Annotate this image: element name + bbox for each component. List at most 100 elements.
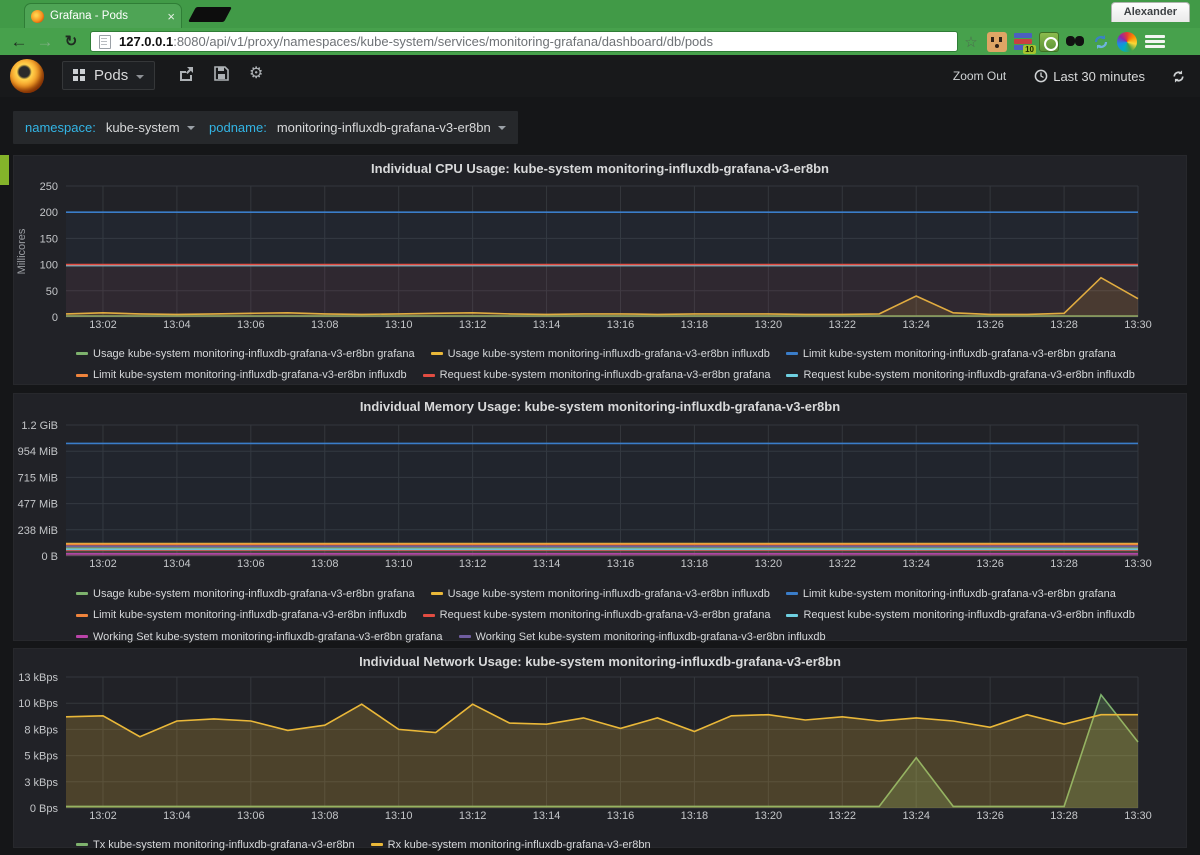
zoom-out-button[interactable]: Zoom Out — [952, 69, 1007, 83]
legend-item[interactable]: Usage kube-system monitoring-influxdb-gr… — [430, 584, 770, 604]
legend-item[interactable]: Request kube-system monitoring-influxdb-… — [422, 365, 771, 385]
x-tick-label: 13:02 — [89, 319, 117, 331]
legend-swatch-icon — [785, 352, 798, 355]
series-line — [66, 693, 1139, 808]
share-icon[interactable] — [178, 66, 194, 86]
legend-series-name[interactable]: Usage kube-system monitoring-influxdb-gr… — [93, 587, 415, 600]
legend-item[interactable]: Working Set kube-system monitoring-influ… — [458, 627, 826, 647]
y-tick-label: 238 MiB — [18, 525, 58, 537]
profile-name-button[interactable]: Alexander — [1110, 2, 1190, 22]
chart-canvas[interactable]: 0 Bps 3 kBps 5 kBps 8 kBps 10 kBps 13 kBps 13:… — [14, 670, 1186, 824]
reload-icon[interactable]: ↻ — [64, 32, 78, 50]
panel-title[interactable]: Individual CPU Usage: kube-system monito… — [371, 161, 829, 176]
chart-canvas[interactable]: 0 B 238 MiB 477 MiB 715 MiB 954 MiB 1.2 GiB 13… — [14, 415, 1186, 573]
podname-variable-dropdown[interactable]: podname: monitoring-influxdb-grafana-v3-… — [197, 111, 518, 144]
legend-item[interactable]: Usage kube-system monitoring-influxdb-gr… — [76, 584, 415, 604]
namespace-label: namespace: — [25, 120, 96, 135]
cpu-chart[interactable]: 0 50 100 150 200 250 13:02 13:04 13:06 13:08 13:10… — [14, 177, 1186, 338]
x-tick-label: 13:26 — [976, 810, 1004, 822]
series-fill — [66, 264, 1138, 317]
legend-series-name[interactable]: Request kube-system monitoring-influxdb-… — [803, 369, 1135, 381]
legend-series-name[interactable]: Limit kube-system monitoring-influxdb-gr… — [93, 369, 407, 381]
podname-value[interactable]: monitoring-influxdb-grafana-v3-er8bn — [276, 120, 491, 135]
memory-legend: Usage kube-system monitoring-influxdb-gr… — [14, 582, 1186, 647]
address-bar[interactable]: 127.0.0.1:8080/api/v1/proxy/namespaces/k… — [90, 31, 958, 52]
browser-tab[interactable]: Grafana - Pods × — [24, 3, 182, 28]
screenshot-extension-icon[interactable] — [1039, 31, 1059, 52]
x-tick-label: 13:24 — [902, 810, 930, 822]
row-toggle-handle[interactable] — [0, 155, 9, 185]
legend-item[interactable]: Working Set kube-system monitoring-influ… — [76, 627, 443, 647]
refresh-icon[interactable] — [1171, 69, 1186, 84]
time-range-picker[interactable]: Last 30 minutes — [1034, 69, 1145, 84]
color-wheel-extension-icon[interactable] — [1117, 31, 1137, 52]
settings-gear-icon[interactable]: ⚙ — [249, 65, 264, 82]
series-line — [65, 703, 1138, 738]
bookmark-star-icon[interactable]: ☆ — [964, 33, 978, 51]
tab-close-icon[interactable]: × — [167, 8, 175, 24]
legend-series-name[interactable]: Limit kube-system monitoring-influxdb-gr… — [93, 609, 407, 621]
mask-extension-icon[interactable] — [1065, 32, 1085, 52]
y-tick-label: 0 — [52, 312, 58, 324]
panel-memory-usage[interactable]: Individual Memory Usage: kube-system mon… — [13, 393, 1187, 643]
legend-series-name[interactable]: Usage kube-system monitoring-influxdb-gr… — [447, 587, 770, 600]
chevron-down-icon — [186, 126, 195, 134]
series-fill — [66, 704, 1138, 808]
memory-chart[interactable]: 0 B 238 MiB 477 MiB 715 MiB 954 MiB 1.2 GiB 13… — [14, 415, 1186, 578]
panel-cpu-usage[interactable]: Individual CPU Usage: kube-system monito… — [13, 155, 1187, 385]
panel-title[interactable]: Individual Network Usage: kube-system mo… — [359, 654, 841, 669]
legend-item[interactable]: Request kube-system monitoring-influxdb-… — [422, 605, 771, 625]
legend-series-name[interactable]: Request kube-system monitoring-influxdb-… — [803, 609, 1135, 621]
x-tick-label: 13:20 — [755, 558, 783, 570]
legend-item[interactable]: Request kube-system monitoring-influxdb-… — [786, 365, 1135, 385]
legend-item[interactable]: Limit kube-system monitoring-influxdb-gr… — [76, 365, 407, 385]
adblock-extension-icon[interactable]: 10 — [1013, 32, 1036, 54]
legend-series-name[interactable]: Request kube-system monitoring-influxdb-… — [439, 609, 771, 621]
x-tick-label: 13:20 — [755, 319, 783, 331]
legend-series-name[interactable]: Working Set kube-system monitoring-influ… — [93, 630, 443, 643]
legend-swatch-icon — [786, 613, 799, 617]
legend-item[interactable]: Usage kube-system monitoring-influxdb-gr… — [430, 344, 770, 364]
sync-extension-icon[interactable] — [1091, 32, 1111, 52]
browser-menu-icon[interactable] — [1145, 33, 1165, 50]
legend-item[interactable]: Rx kube-system monitoring-influxdb-grafa… — [370, 835, 651, 855]
legend-series-name[interactable]: Limit kube-system monitoring-influxdb-gr… — [802, 347, 1116, 360]
namespace-value[interactable]: kube-system — [105, 120, 180, 135]
grafana-logo-icon[interactable] — [10, 59, 44, 93]
legend-item[interactable]: Limit kube-system monitoring-influxdb-gr… — [76, 605, 407, 625]
legend-item[interactable]: Limit kube-system monitoring-influxdb-gr… — [785, 344, 1116, 364]
namespace-variable-dropdown[interactable]: namespace: kube-system — [13, 111, 207, 144]
y-tick-label: 13 kBps — [18, 672, 58, 684]
network-chart[interactable]: 0 Bps 3 kBps 5 kBps 8 kBps 10 kBps 13 kBps 13:… — [14, 670, 1186, 829]
y-tick-label: 10 kBps — [18, 698, 58, 710]
legend-item[interactable]: Usage kube-system monitoring-influxdb-gr… — [76, 344, 415, 364]
legend-series-name[interactable]: Tx kube-system monitoring-influxdb-grafa… — [93, 838, 355, 851]
save-icon[interactable] — [214, 66, 229, 86]
y-tick-label: 954 MiB — [18, 446, 58, 458]
legend-swatch-icon — [430, 592, 443, 595]
legend-item[interactable]: Tx kube-system monitoring-influxdb-grafa… — [76, 835, 355, 855]
legend-series-name[interactable]: Limit kube-system monitoring-influxdb-gr… — [802, 587, 1116, 600]
face-extension-icon[interactable] — [987, 31, 1007, 52]
legend-swatch-icon — [785, 592, 798, 595]
legend-series-name[interactable]: Working Set kube-system monitoring-influ… — [475, 630, 826, 643]
chevron-down-icon — [136, 74, 145, 83]
legend-series-name[interactable]: Usage kube-system monitoring-influxdb-gr… — [447, 347, 770, 360]
legend-series-name[interactable]: Rx kube-system monitoring-influxdb-grafa… — [387, 838, 651, 851]
back-icon[interactable]: ← — [10, 31, 28, 51]
panel-title[interactable]: Individual Memory Usage: kube-system mon… — [359, 399, 841, 414]
x-tick-label: 13:18 — [681, 810, 709, 822]
legend-item[interactable]: Limit kube-system monitoring-influxdb-gr… — [785, 584, 1116, 604]
y-tick-label: 0 Bps — [30, 803, 59, 815]
legend-item[interactable]: Request kube-system monitoring-influxdb-… — [786, 605, 1135, 625]
new-tab-button[interactable] — [188, 7, 232, 22]
dashboard-picker[interactable]: Pods — [62, 61, 156, 90]
forward-icon[interactable]: → — [36, 31, 54, 51]
legend-swatch-icon — [76, 635, 88, 638]
panel-network-usage[interactable]: Individual Network Usage: kube-system mo… — [13, 648, 1187, 851]
legend-series-name[interactable]: Request kube-system monitoring-influxdb-… — [439, 369, 771, 381]
legend-series-name[interactable]: Usage kube-system monitoring-influxdb-gr… — [93, 347, 415, 360]
x-tick-label: 13:06 — [237, 319, 265, 331]
url-text[interactable]: 127.0.0.1:8080/api/v1/proxy/namespaces/k… — [119, 34, 713, 49]
chart-canvas[interactable]: 0 50 100 150 200 250 13:02 13:04 13:06 13:08 13:10… — [14, 177, 1186, 333]
